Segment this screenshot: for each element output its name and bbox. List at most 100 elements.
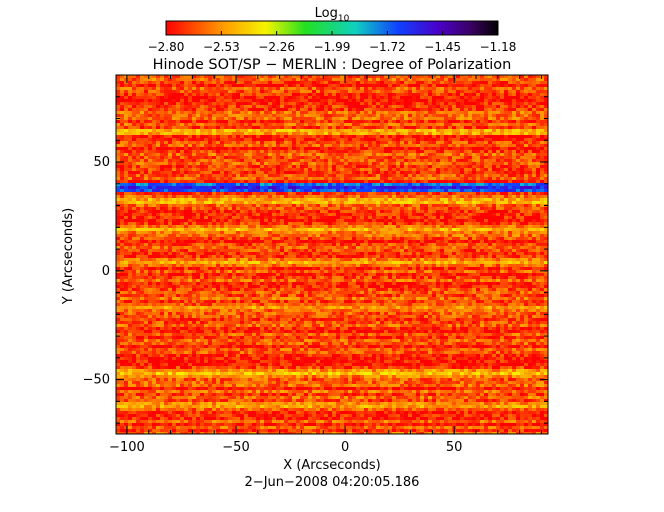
heatmap-cell [352, 138, 356, 141]
heatmap-cell [356, 147, 360, 150]
heatmap-cell [164, 111, 168, 114]
heatmap-cell [396, 96, 400, 99]
heatmap-cell [432, 153, 436, 156]
heatmap-cell [512, 192, 516, 195]
heatmap-cell [296, 96, 300, 99]
heatmap-cell [220, 75, 224, 78]
heatmap-cell [336, 156, 340, 159]
heatmap-cell [204, 99, 208, 102]
heatmap-cell [440, 198, 444, 201]
heatmap-cell [468, 192, 472, 195]
heatmap-cell [484, 129, 488, 132]
heatmap-cell [424, 186, 428, 189]
heatmap-cell [244, 114, 248, 117]
heatmap-cell [524, 207, 528, 210]
heatmap-cell [540, 147, 544, 150]
heatmap-cell [516, 123, 520, 126]
heatmap-cell [184, 132, 188, 135]
heatmap-cell [480, 153, 484, 156]
heatmap-cell [300, 81, 304, 84]
heatmap-cell [480, 120, 484, 123]
heatmap-cell [468, 144, 472, 147]
heatmap-cell [340, 81, 344, 84]
heatmap-cell [376, 162, 380, 165]
heatmap-cell [464, 207, 468, 210]
heatmap-cell [140, 114, 144, 117]
heatmap-cell [232, 135, 236, 138]
heatmap-cell [380, 210, 384, 213]
heatmap-cell [364, 177, 368, 180]
heatmap-cell [544, 207, 548, 210]
heatmap-cell [128, 102, 132, 105]
heatmap-cell [212, 123, 216, 126]
heatmap-cell [316, 90, 320, 93]
heatmap-cell [192, 114, 196, 117]
heatmap-cell [348, 123, 352, 126]
heatmap-cell [360, 183, 364, 186]
heatmap-cell [128, 81, 132, 84]
heatmap-cell [388, 102, 392, 105]
heatmap-cell [136, 204, 140, 207]
heatmap-cell [296, 120, 300, 123]
heatmap-cell [124, 117, 128, 120]
heatmap-cell [192, 132, 196, 135]
heatmap-cell [536, 195, 540, 198]
heatmap-cell [120, 99, 124, 102]
heatmap-cell [344, 168, 348, 171]
heatmap-cell [384, 138, 388, 141]
heatmap-cell [392, 177, 396, 180]
heatmap-cell [420, 150, 424, 153]
heatmap-cell [240, 192, 244, 195]
heatmap-cell [276, 90, 280, 93]
heatmap-cell [324, 162, 328, 165]
heatmap-cell [504, 171, 508, 174]
heatmap-cell [368, 162, 372, 165]
heatmap-cell [428, 159, 432, 162]
heatmap-cell [180, 162, 184, 165]
heatmap-cell [372, 183, 376, 186]
heatmap-cell [344, 153, 348, 156]
heatmap-cell [184, 96, 188, 99]
heatmap-cell [540, 210, 544, 213]
heatmap-cell [476, 153, 480, 156]
heatmap-cell [436, 183, 440, 186]
heatmap-cell [500, 186, 504, 189]
heatmap-cell [316, 159, 320, 162]
heatmap-cell [348, 102, 352, 105]
heatmap-cell [428, 165, 432, 168]
heatmap-cell [152, 108, 156, 111]
heatmap-cell [252, 135, 256, 138]
heatmap-cell [272, 138, 276, 141]
heatmap-cell [328, 114, 332, 117]
heatmap-cell [132, 93, 136, 96]
heatmap-cell [132, 204, 136, 207]
heatmap-cell [252, 147, 256, 150]
heatmap-cell [340, 156, 344, 159]
heatmap-cell [276, 84, 280, 87]
heatmap-cell [188, 204, 192, 207]
heatmap-cell [476, 207, 480, 210]
heatmap-cell [452, 198, 456, 201]
heatmap-cell [416, 102, 420, 105]
heatmap-cell [132, 99, 136, 102]
heatmap-cell [184, 204, 188, 207]
heatmap-cell [376, 78, 380, 81]
heatmap-cell [524, 114, 528, 117]
heatmap-cell [272, 126, 276, 129]
heatmap-cell [328, 90, 332, 93]
heatmap-cell [464, 180, 468, 183]
heatmap-cell [168, 168, 172, 171]
heatmap-cell [144, 75, 148, 78]
heatmap-cell [388, 114, 392, 117]
heatmap-cell [428, 144, 432, 147]
heatmap-cell [492, 195, 496, 198]
heatmap-cell [260, 120, 264, 123]
heatmap-cell [328, 84, 332, 87]
heatmap-cell [220, 153, 224, 156]
heatmap-cell [240, 105, 244, 108]
heatmap-cell [228, 198, 232, 201]
heatmap-cell [324, 138, 328, 141]
heatmap-cell [204, 75, 208, 78]
heatmap-cell [168, 111, 172, 114]
heatmap-cell [148, 126, 152, 129]
